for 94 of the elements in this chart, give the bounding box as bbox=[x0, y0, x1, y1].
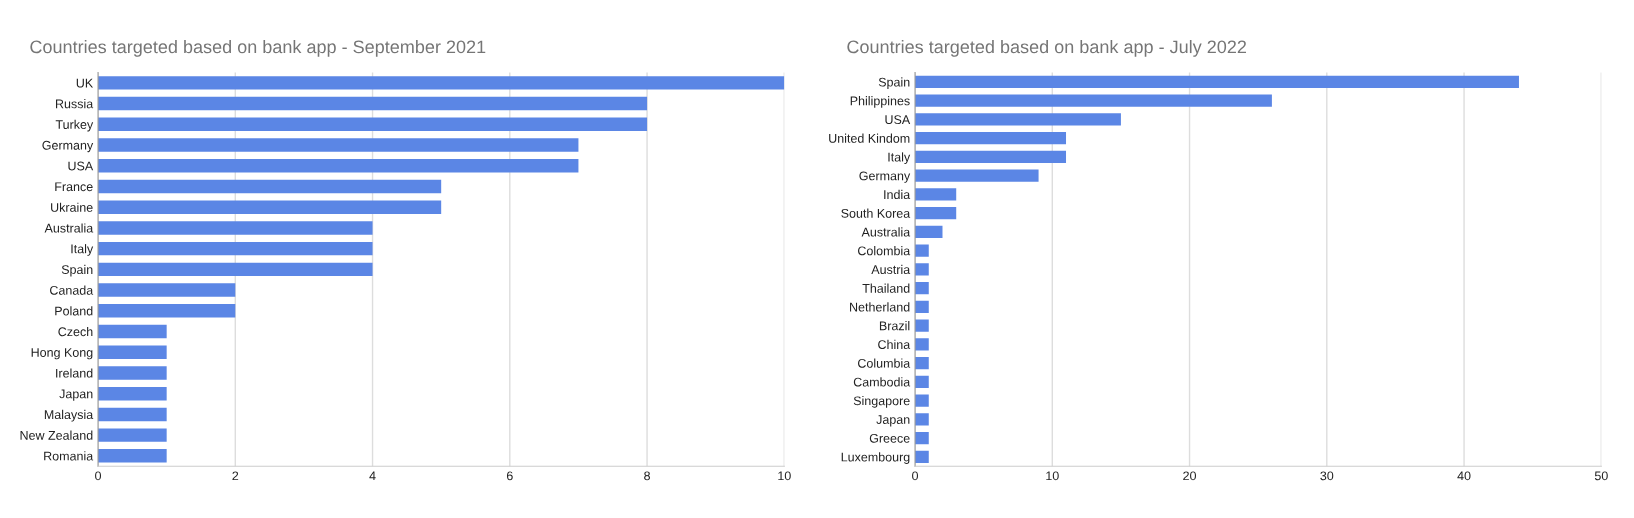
bar bbox=[98, 200, 442, 214]
bar bbox=[915, 207, 957, 220]
bar bbox=[98, 386, 167, 401]
x-tick-label: 0 bbox=[95, 471, 102, 481]
chart-title: Countries targeted based on bank app - September 2021 bbox=[30, 39, 486, 57]
y-tick-label: Romania bbox=[44, 451, 94, 461]
bar bbox=[915, 450, 929, 463]
y-tick-label: Brazil bbox=[879, 321, 910, 331]
bar bbox=[915, 150, 1067, 163]
bar bbox=[98, 449, 167, 463]
bar bbox=[98, 159, 579, 173]
x-tick-label: 10 bbox=[778, 471, 791, 481]
bar bbox=[98, 262, 373, 277]
y-tick-label: Hong Kong bbox=[31, 348, 93, 360]
y-tick-label: Thailand bbox=[862, 283, 910, 293]
bar bbox=[915, 413, 929, 426]
y-tick-label: Italy bbox=[71, 244, 94, 256]
bar bbox=[915, 375, 929, 388]
x-tick-label: 2 bbox=[232, 471, 239, 481]
bar bbox=[915, 225, 943, 238]
bar bbox=[98, 96, 648, 111]
bar bbox=[915, 169, 1039, 182]
bar bbox=[98, 138, 579, 152]
bar bbox=[915, 188, 957, 201]
y-tick-label: Luxembourg bbox=[841, 452, 910, 464]
y-tick-label: Singapore bbox=[853, 396, 910, 408]
y-tick-label: Malaysia bbox=[44, 409, 94, 422]
x-tick-label: 30 bbox=[1320, 471, 1334, 481]
bar bbox=[98, 76, 785, 90]
bar bbox=[98, 221, 373, 235]
y-tick-label: USA bbox=[885, 115, 911, 125]
y-tick-label: Russia bbox=[56, 99, 94, 109]
chart-title: Countries targeted based on bank app - July 2022 bbox=[847, 39, 1247, 57]
bar bbox=[915, 431, 929, 445]
bar bbox=[915, 300, 929, 313]
y-tick-label: Poland bbox=[55, 306, 93, 316]
x-tick-label: 0 bbox=[912, 471, 919, 481]
bar bbox=[98, 241, 373, 256]
y-tick-label: Australia bbox=[44, 223, 94, 233]
bar bbox=[98, 324, 167, 339]
y-tick-label: Germany bbox=[42, 140, 94, 153]
bar bbox=[98, 428, 167, 442]
bar bbox=[915, 244, 929, 257]
y-tick-label: Philippines bbox=[850, 96, 910, 108]
bar bbox=[915, 132, 1067, 145]
y-tick-label: United Kindom bbox=[829, 133, 910, 143]
bar bbox=[915, 282, 929, 295]
y-tick-label: Japan bbox=[876, 415, 910, 427]
y-tick-label: Italy bbox=[888, 152, 911, 164]
bar bbox=[915, 357, 929, 370]
y-tick-label: Spain bbox=[61, 264, 93, 277]
bar bbox=[915, 394, 929, 407]
bar bbox=[915, 113, 1121, 126]
y-tick-label: Ireland bbox=[56, 368, 93, 378]
y-tick-label: Columbia bbox=[858, 358, 911, 368]
x-tick-label: 20 bbox=[1183, 471, 1197, 481]
bar bbox=[98, 366, 167, 380]
y-tick-label: France bbox=[55, 182, 93, 192]
y-tick-label: China bbox=[878, 339, 911, 349]
y-tick-label: Ukraine bbox=[51, 202, 93, 212]
y-tick-label: Greece bbox=[869, 433, 910, 443]
y-tick-label: Czech bbox=[58, 326, 93, 337]
y-tick-label: India bbox=[884, 189, 911, 200]
y-tick-label: South Korea bbox=[841, 208, 911, 218]
bar bbox=[915, 263, 929, 276]
bar bbox=[915, 94, 1272, 107]
bar bbox=[915, 319, 929, 332]
y-tick-label: Japan bbox=[59, 389, 93, 401]
x-tick-label: 50 bbox=[1594, 471, 1608, 481]
y-tick-label: Austria bbox=[871, 264, 911, 275]
bar bbox=[98, 304, 236, 318]
y-tick-label: Spain bbox=[878, 77, 910, 90]
x-tick-label: 6 bbox=[506, 471, 513, 481]
y-tick-label: Germany bbox=[859, 171, 911, 183]
y-tick-label: New Zealand bbox=[20, 430, 93, 440]
y-tick-label: Australia bbox=[861, 227, 911, 237]
y-tick-label: Canada bbox=[50, 285, 94, 295]
y-tick-label: Netherland bbox=[850, 302, 910, 312]
x-tick-label: 10 bbox=[1046, 471, 1059, 481]
x-tick-label: 4 bbox=[369, 471, 376, 481]
bar bbox=[98, 283, 236, 297]
x-tick-label: 40 bbox=[1457, 471, 1471, 481]
y-tick-label: USA bbox=[68, 161, 94, 171]
bar bbox=[915, 75, 1519, 88]
bar bbox=[98, 179, 442, 194]
y-tick-label: Cambodia bbox=[853, 377, 911, 387]
bar bbox=[98, 407, 167, 422]
bar bbox=[98, 345, 167, 359]
y-tick-label: Turkey bbox=[55, 119, 94, 132]
y-tick-label: UK bbox=[76, 78, 94, 88]
y-tick-label: Colombia bbox=[858, 246, 911, 256]
bar bbox=[915, 338, 929, 351]
x-tick-label: 8 bbox=[644, 471, 650, 481]
bar bbox=[98, 117, 648, 132]
